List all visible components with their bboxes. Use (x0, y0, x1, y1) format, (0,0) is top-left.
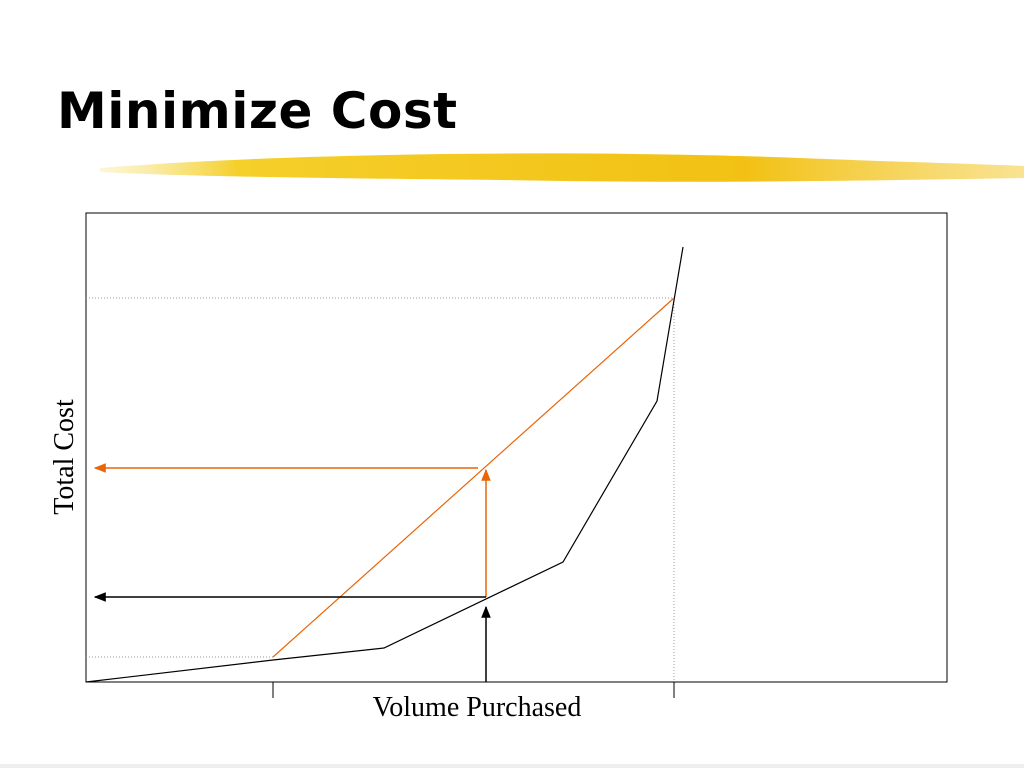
guides (86, 297, 675, 682)
brush-stroke (100, 153, 1024, 182)
bottom-strip (0, 764, 1024, 768)
ticks (272, 682, 675, 698)
slide-title: Minimize Cost (57, 82, 458, 140)
linear-cost-line (272, 297, 675, 658)
cost-curve (85, 246, 684, 683)
x-axis-label: Volume Purchased (373, 692, 582, 723)
y-axis-label: Total Cost (49, 399, 80, 515)
plot-frame (85, 212, 948, 683)
